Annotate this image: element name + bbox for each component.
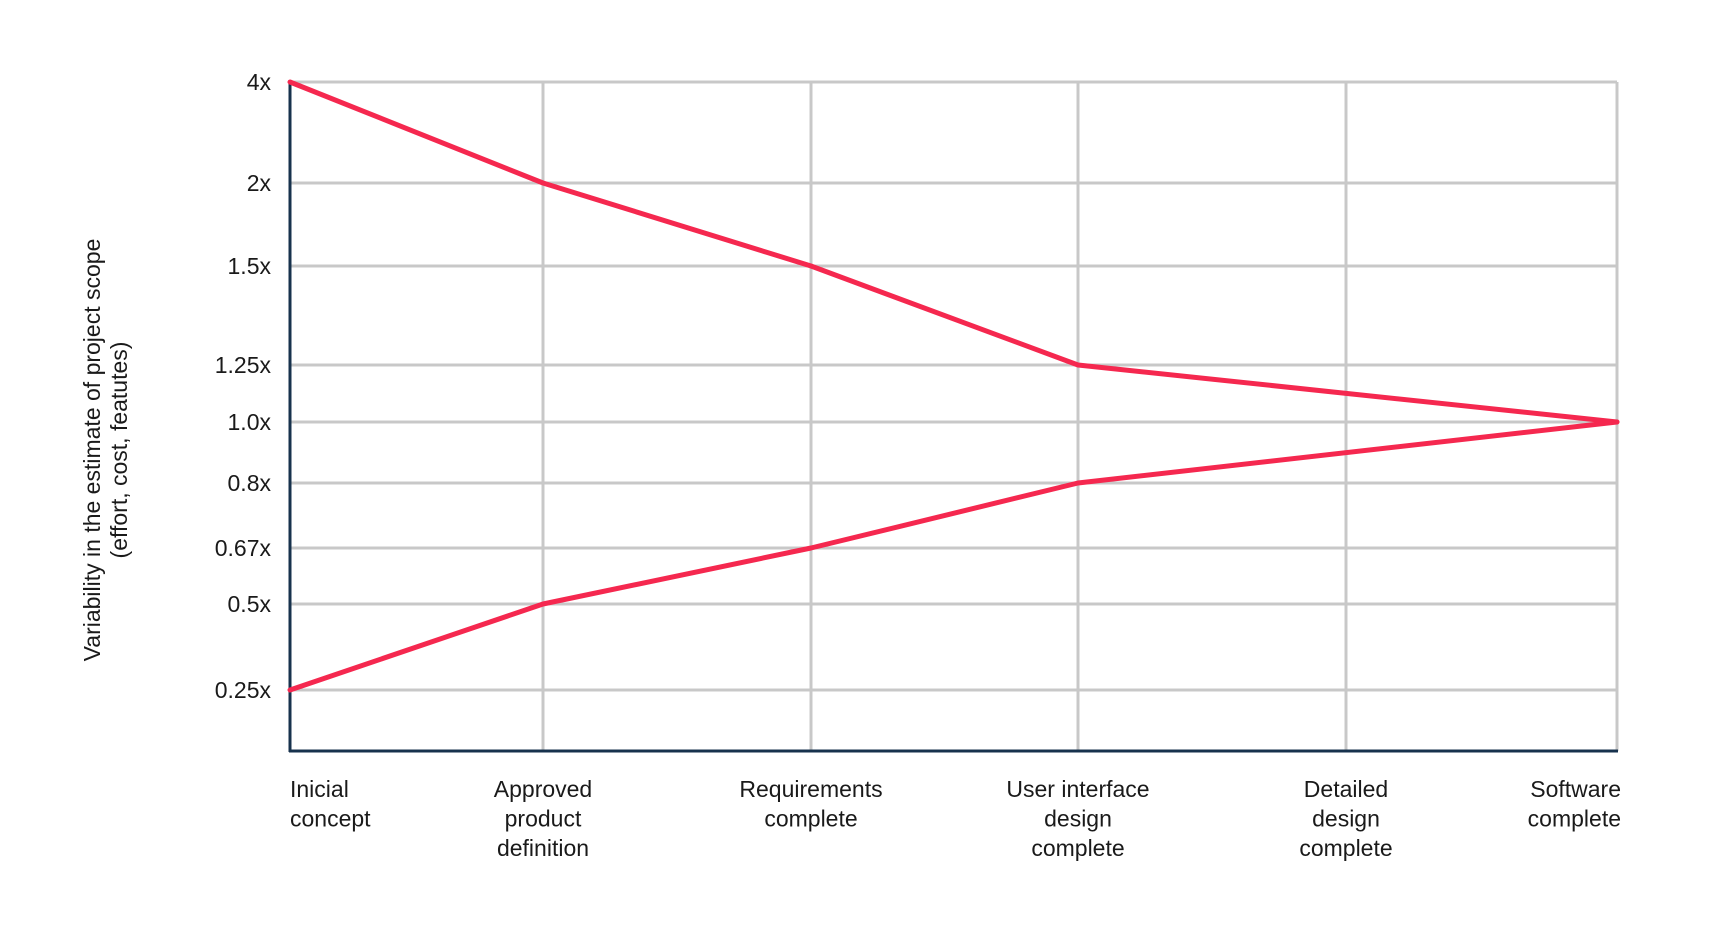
y-tick-label: 0.67x [215, 535, 272, 561]
axis-layer [288, 82, 1618, 753]
grid-layer [290, 80, 1619, 751]
x-category-label: Software complete [1528, 776, 1621, 832]
x-category-label: Detailed design complete [1299, 776, 1392, 861]
x-category-label-line: complete [1031, 835, 1124, 861]
x-category-label-line: complete [764, 806, 857, 832]
y-tick-label: 1.0x [228, 409, 272, 435]
x-category-label-line: design [1312, 806, 1380, 832]
lower-bound-line [287, 419, 1620, 693]
y-tick-label: 0.25x [215, 677, 272, 703]
x-category-label: Inicial concept [290, 776, 371, 832]
x-category-label-line: product [505, 806, 582, 832]
x-category-label-line: Software [1530, 776, 1621, 802]
y-axis-title-line: Variability in the estimate of project s… [79, 239, 105, 662]
y-tick-label: 1.25x [215, 352, 272, 378]
y-tick-label: 2x [247, 170, 272, 196]
y-axis-title: Variability in the estimate of project s… [79, 239, 132, 662]
x-category-label: Requirements complete [739, 776, 882, 832]
y-tick-label: 4x [247, 69, 272, 95]
y-tick-label: 0.5x [228, 591, 272, 617]
x-category-label: User interface design complete [1006, 776, 1149, 861]
x-category-label-line: design [1044, 806, 1112, 832]
x-category-label-line: complete [1528, 806, 1621, 832]
x-category-label-line: concept [290, 806, 371, 832]
y-tick-label: 0.8x [228, 470, 272, 496]
x-category-label-line: User interface [1006, 776, 1149, 802]
upper-bound-line [287, 79, 1620, 425]
series-layer [287, 79, 1620, 693]
x-category-label-line: Approved [494, 776, 592, 802]
y-axis-title-line: (effort, cost, featutes) [106, 342, 132, 559]
x-category-label-line: definition [497, 835, 589, 861]
label-layer: 4x 2x 1.5x 1.25x 1.0x 0.8x 0.67x 0.5x 0.25x Inici… [79, 69, 1621, 861]
y-tick-label: 1.5x [228, 253, 272, 279]
x-category-label-line: Detailed [1304, 776, 1388, 802]
x-category-label-line: complete [1299, 835, 1392, 861]
x-category-label-line: Requirements [739, 776, 882, 802]
x-category-label: Approved product definition [494, 776, 592, 861]
x-category-label-line: Inicial [290, 776, 349, 802]
